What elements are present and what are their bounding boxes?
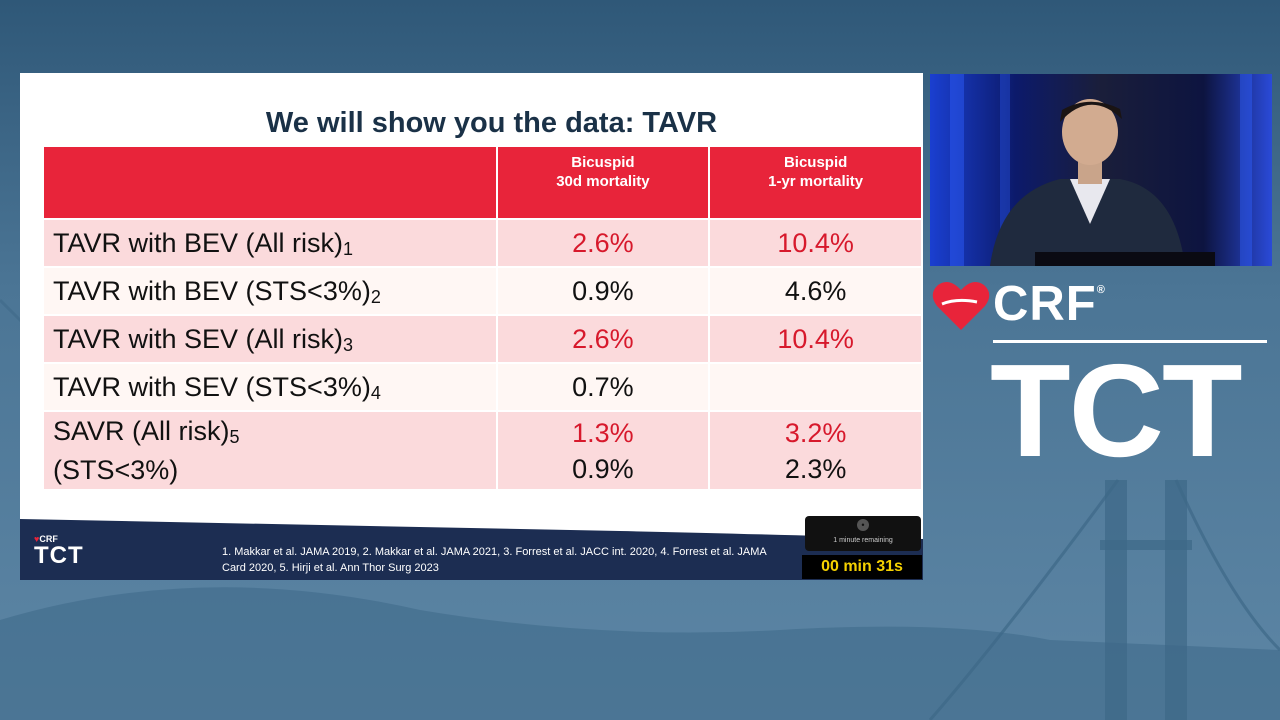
table-header-1yr: Bicuspid 1-yr mortality: [710, 147, 921, 218]
table-row: TAVR with BEV (STS<3%)2 0.9% 4.6%: [44, 268, 921, 314]
slide-title: We will show you the data: TAVR: [265, 107, 718, 139]
timer-notice: • 1 minute remaining: [805, 516, 921, 551]
table-header-row: Bicuspid 30d mortality Bicuspid 1-yr mor…: [44, 147, 921, 218]
brand-divider: [993, 340, 1267, 343]
heart-icon: ♥: [34, 534, 40, 544]
table-header-empty: [44, 147, 496, 218]
row-label: TAVR with BEV (STS<3%)2: [44, 268, 496, 314]
row-value-30d: 1.3% 0.9%: [497, 412, 709, 489]
table-row: TAVR with BEV (All risk)1 2.6% 10.4%: [44, 220, 921, 266]
speaker-image: [930, 74, 1272, 266]
row-label: TAVR with BEV (All risk)1: [44, 220, 496, 266]
row-value-30d: 2.6%: [497, 220, 709, 266]
row-value-1yr: 10.4%: [710, 220, 921, 266]
crf-heart-icon: [932, 281, 990, 330]
row-label: TAVR with SEV (STS<3%)4: [44, 364, 496, 410]
references: 1. Makkar et al. JAMA 2019, 2. Makkar et…: [222, 546, 767, 574]
speaker-video: [930, 74, 1272, 266]
row-label: TAVR with SEV (All risk)3: [44, 316, 496, 362]
row-value-30d: 0.7%: [497, 364, 709, 410]
tct-logo-text: TCT: [990, 337, 1243, 484]
table-row: TAVR with SEV (All risk)3 2.6% 10.4%: [44, 316, 921, 362]
row-value-30d: 2.6%: [497, 316, 709, 362]
row-value-1yr: 10.4%: [710, 316, 921, 362]
row-label: SAVR (All risk)5 (STS<3%): [44, 412, 496, 489]
crf-logo-text: CRF®: [993, 277, 1106, 331]
table-header-30d: Bicuspid 30d mortality: [497, 147, 709, 218]
row-value-1yr: [710, 364, 921, 410]
row-value-1yr: 4.6%: [710, 268, 921, 314]
countdown-timer: 00 min 31s: [802, 555, 922, 579]
table-row: TAVR with SEV (STS<3%)4 0.7%: [44, 364, 921, 410]
clock-icon: •: [857, 519, 869, 531]
table-row: SAVR (All risk)5 (STS<3%) 1.3% 0.9% 3.2%…: [44, 412, 921, 489]
mortality-table: Bicuspid 30d mortality Bicuspid 1-yr mor…: [42, 145, 923, 491]
presentation-slide: We will show you the data: TAVR Bicuspid…: [20, 73, 923, 580]
slide-footer: ♥CRF TCT 1. Makkar et al. JAMA 2019, 2. …: [20, 516, 923, 580]
row-value-30d: 0.9%: [497, 268, 709, 314]
row-value-1yr: 3.2% 2.3%: [710, 412, 921, 489]
footer-tct-logo: ♥CRF TCT: [34, 534, 84, 569]
